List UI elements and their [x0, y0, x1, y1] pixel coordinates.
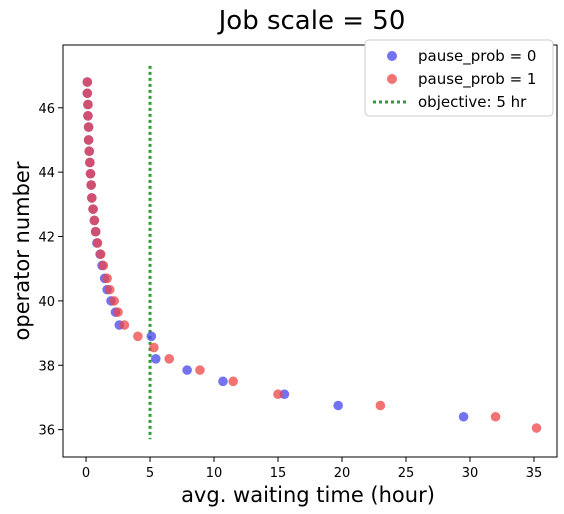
y-axis-label: operator number — [10, 161, 34, 340]
data-point-series-1 — [85, 168, 96, 179]
data-point-series-1 — [102, 273, 112, 284]
data-point-series-1 — [149, 342, 159, 353]
data-point-series-1 — [195, 365, 205, 375]
data-point-series-1 — [113, 307, 123, 317]
data-point-series-1 — [104, 284, 115, 295]
data-point-series-1 — [133, 331, 143, 342]
y-tick-label: 46 — [38, 102, 55, 117]
x-axis-label: avg. waiting time (hour) — [181, 483, 435, 507]
data-point-series-1 — [98, 260, 109, 271]
x-tick-label: 35 — [526, 466, 543, 481]
legend-marker-pause-prob-1 — [387, 74, 397, 84]
y-tick-label: 44 — [38, 166, 55, 181]
series-layer — [82, 77, 542, 433]
data-point-series-1 — [164, 354, 175, 364]
y-tick-label: 36 — [38, 424, 55, 439]
y-tick-label: 42 — [38, 231, 55, 246]
y-axis: 36 38 40 42 44 46 — [38, 102, 63, 439]
data-point-series-0 — [150, 354, 161, 364]
data-point-series-1 — [83, 122, 94, 132]
legend-box — [364, 39, 554, 117]
data-point-series-0 — [182, 365, 192, 375]
data-point-series-1 — [83, 99, 93, 110]
x-tick-label: 10 — [206, 466, 223, 481]
data-point-series-1 — [86, 193, 97, 203]
data-point-series-1 — [95, 249, 106, 260]
data-point-series-1 — [82, 77, 93, 87]
legend-label-pause-prob-1: pause_prob = 1 — [418, 70, 536, 89]
data-point-series-1 — [83, 135, 94, 145]
y-tick-label: 38 — [38, 359, 55, 374]
data-point-series-1 — [83, 111, 93, 121]
x-axis: 0 5 10 15 20 25 30 35 — [82, 457, 542, 481]
data-point-series-1 — [82, 88, 93, 99]
data-point-series-1 — [490, 411, 501, 422]
legend-marker-pause-prob-0 — [387, 51, 397, 61]
data-point-series-1 — [228, 376, 239, 387]
data-point-series-1 — [531, 423, 542, 433]
x-tick-label: 20 — [334, 466, 351, 481]
x-tick-label: 30 — [462, 466, 479, 481]
data-point-series-0 — [146, 331, 157, 342]
data-point-series-1 — [89, 215, 100, 226]
data-point-series-1 — [109, 296, 119, 306]
chart-title: Job scale = 50 — [217, 6, 406, 36]
x-tick-label: 5 — [146, 466, 154, 481]
legend: pause_prob = 0 pause_prob = 1 objective:… — [364, 39, 554, 117]
data-point-series-0 — [218, 376, 228, 387]
data-point-series-0 — [458, 411, 469, 422]
legend-label-pause-prob-0: pause_prob = 0 — [418, 47, 536, 66]
data-point-series-1 — [86, 180, 96, 190]
data-point-series-1 — [90, 226, 101, 237]
data-point-series-1 — [84, 146, 95, 157]
data-point-series-1 — [85, 157, 95, 168]
data-point-series-1 — [92, 238, 103, 248]
x-tick-label: 25 — [398, 466, 415, 481]
legend-label-objective: objective: 5 hr — [418, 93, 527, 111]
data-point-series-1 — [88, 204, 98, 214]
y-tick-label: 40 — [38, 295, 55, 310]
x-tick-label: 0 — [82, 466, 90, 481]
data-point-series-0 — [333, 400, 343, 411]
data-point-series-1 — [119, 320, 130, 330]
data-point-series-1 — [375, 400, 386, 411]
data-point-series-1 — [273, 389, 283, 400]
x-tick-label: 15 — [270, 466, 287, 481]
